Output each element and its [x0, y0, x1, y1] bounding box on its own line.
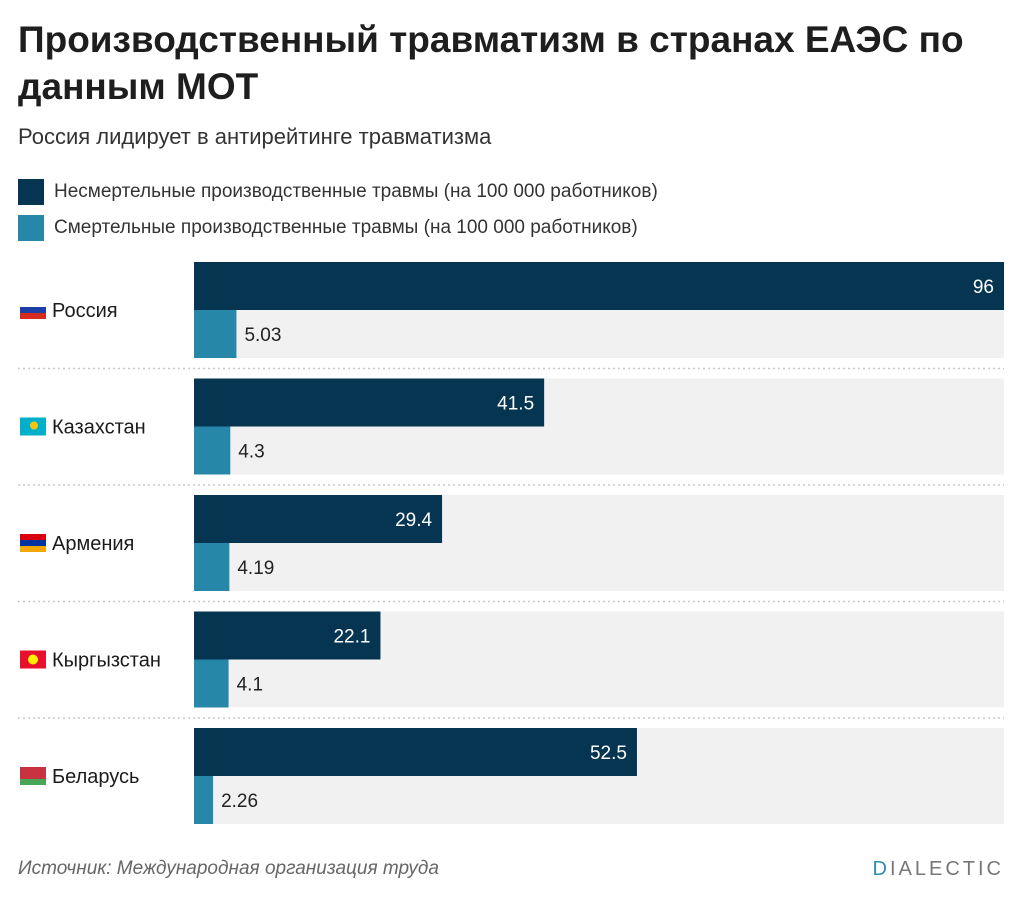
- bar-chart: Россия 96 5.03 Казахстан 41.5 4.3 Армения 29.4 4…: [18, 262, 1004, 824]
- flag-stripe: [20, 301, 46, 307]
- data-label-fatal: 5.03: [244, 325, 281, 346]
- bar-fatal: [194, 659, 229, 708]
- legend: Несмертельные производственные травмы (н…: [18, 174, 658, 246]
- bar-nonfatal: [194, 611, 381, 660]
- data-label-fatal: 4.19: [237, 558, 274, 579]
- flag-stripe: [20, 534, 46, 540]
- data-label-fatal: 4.1: [237, 675, 263, 696]
- flag-stripe: [20, 307, 46, 313]
- chart-title: Производственный травматизм в странах ЕА…: [18, 19, 964, 107]
- country-label: Россия: [52, 300, 118, 322]
- data-label-nonfatal: 52.5: [590, 743, 627, 764]
- country-label: Кыргызстан: [52, 650, 161, 672]
- legend-label-fatal: Смертельные производственные травмы (на …: [54, 217, 638, 238]
- flag-stripe: [20, 779, 46, 785]
- flag-stripe: [20, 546, 46, 552]
- bar-nonfatal: [194, 378, 545, 427]
- data-label-nonfatal: 41.5: [497, 394, 534, 415]
- brand-logo: DIALECTIC: [873, 858, 1004, 881]
- legend-swatch-fatal: [18, 215, 44, 241]
- brand-logo-rest: IALECTIC: [889, 858, 1004, 880]
- bar-fatal: [194, 543, 230, 591]
- flag-stripe: [20, 767, 46, 773]
- flag-stripe: [20, 540, 46, 546]
- data-label-fatal: 4.3: [238, 442, 264, 463]
- bar-fatal: [194, 426, 231, 475]
- brand-logo-accent: D: [872, 858, 890, 880]
- legend-swatch-nonfatal: [18, 179, 44, 205]
- country-label: Беларусь: [52, 766, 139, 788]
- data-label-nonfatal: 22.1: [333, 627, 370, 648]
- flag-sun: [30, 421, 38, 430]
- bar-fatal: [194, 776, 214, 824]
- data-label-nonfatal: 29.4: [395, 510, 432, 531]
- legend-item-nonfatal: Несмертельные производственные травмы (н…: [18, 174, 658, 210]
- data-label-nonfatal: 96: [973, 277, 994, 298]
- source-note: Источник: Международная организация труд…: [18, 858, 439, 879]
- bar-nonfatal: [194, 262, 1004, 310]
- bar-fatal: [194, 310, 237, 358]
- country-label: Казахстан: [52, 417, 146, 439]
- flag-stripe: [20, 313, 46, 319]
- data-label-fatal: 2.26: [221, 791, 258, 812]
- legend-label-nonfatal: Несмертельные производственные травмы (н…: [54, 181, 658, 202]
- bar-nonfatal: [194, 728, 637, 776]
- chart-subtitle: Россия лидирует в антирейтинге травматиз…: [18, 124, 492, 149]
- country-label: Армения: [52, 533, 134, 555]
- bar-nonfatal: [194, 495, 443, 543]
- flag-sun: [28, 654, 38, 665]
- flag-stripe: [20, 773, 46, 779]
- legend-item-fatal: Смертельные производственные травмы (на …: [18, 210, 658, 246]
